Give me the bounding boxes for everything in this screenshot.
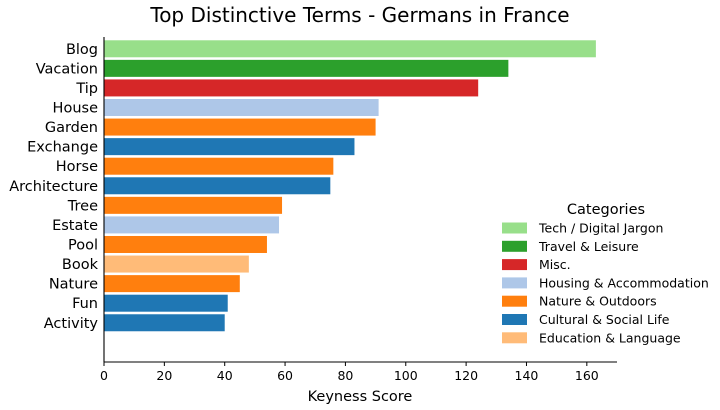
legend-title: Categories [567,202,645,218]
x-tick-label-80: 80 [337,368,353,383]
legend: Categories Tech / Digital Jargon Travel &… [502,202,709,345]
x-axis-title: Keyness Score [308,389,413,405]
x-tick-label-40: 40 [217,368,233,383]
x-tick-label-100: 100 [394,368,418,383]
category-label-exchange: Exchange [27,140,98,156]
legend-entry-3: Housing & Accommodation [539,275,709,290]
category-label-pool: Pool [68,237,98,253]
legend-entry-2: Misc. [539,257,571,272]
bar-horse [104,157,334,175]
bar-blog [104,40,596,58]
category-label-house: House [53,100,99,116]
bar-fun [104,294,228,312]
legend-entry-5: Cultural & Social Life [539,312,670,327]
legend-entry-4: Nature & Outdoors [539,294,657,309]
bar-pool [104,235,267,253]
x-tick-label-60: 60 [277,368,293,383]
category-label-fun: Fun [72,296,98,312]
category-label-blog: Blog [66,42,98,58]
category-label-tree: Tree [67,198,98,214]
chart-title: Top Distinctive Terms - Germans in Franc… [149,3,569,27]
bar-activity [104,314,225,332]
category-label-garden: Garden [45,120,98,136]
bar-tip [104,79,479,97]
category-label-activity: Activity [44,316,99,332]
legend-entry-1: Travel & Leisure [538,239,639,254]
legend-swatch-1 [502,240,527,252]
x-tick-label-20: 20 [156,368,172,383]
x-tick-label-140: 140 [515,368,539,383]
category-label-horse: Horse [56,159,98,175]
legend-swatch-5 [502,314,527,325]
category-label-vacation: Vacation [36,61,98,77]
legend-entry-6: Education & Language [539,330,681,345]
bar-house [104,98,379,116]
x-tick-label-120: 120 [454,368,478,383]
bar-nature [104,275,240,293]
category-labels: Blog Vacation Tip House Garden Exchange Horse A… [9,42,98,332]
bar-book [104,255,249,273]
legend-swatch-6 [502,332,527,344]
bar-exchange [104,138,355,156]
legend-swatch-3 [502,277,527,289]
x-tick-label-0: 0 [100,368,108,383]
bar-tree [104,196,283,214]
bar-garden [104,118,376,136]
legend-swatch-4 [502,295,527,307]
x-axis: 0 20 40 60 80 100 120 140 160 [100,361,617,383]
x-tick-label-160: 160 [575,368,599,383]
legend-swatch-0 [502,222,527,234]
category-label-tip: Tip [75,81,98,97]
bar-estate [104,216,280,234]
category-label-book: Book [62,257,99,273]
bar-vacation [104,59,509,77]
legend-swatch-2 [502,259,527,271]
bar-architecture [104,177,331,195]
category-label-architecture: Architecture [9,179,98,195]
bars-group [104,40,596,332]
category-label-estate: Estate [52,218,98,234]
legend-entry-0: Tech / Digital Jargon [538,221,663,236]
category-label-nature: Nature [49,277,98,293]
